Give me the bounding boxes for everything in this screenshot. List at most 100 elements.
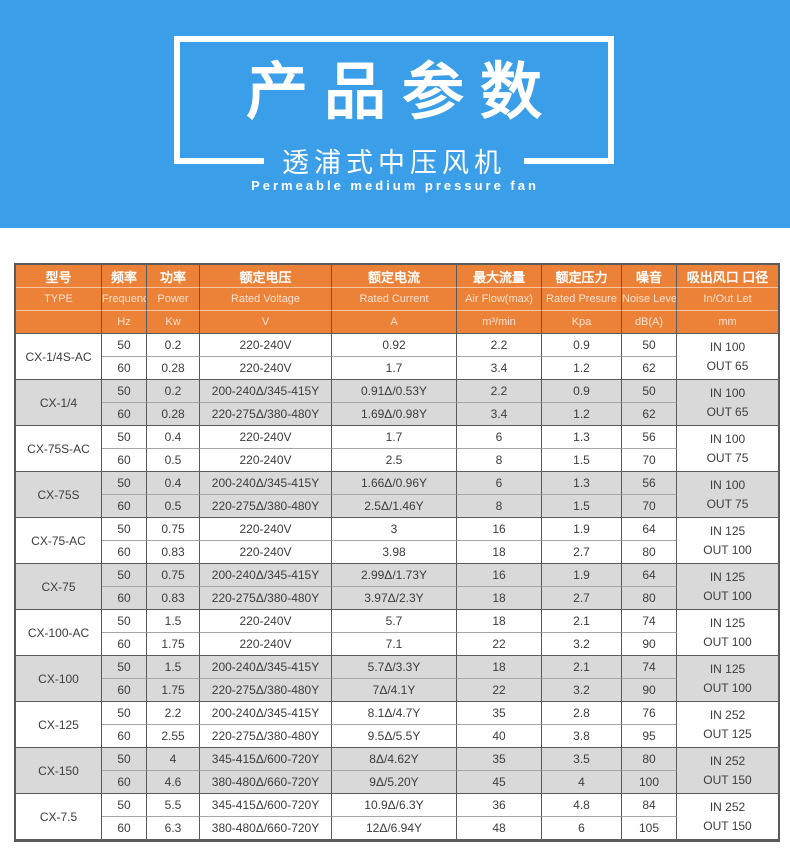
col-header-unit-3: V [200, 311, 332, 334]
value-cell: 50 [102, 610, 147, 633]
value-cell: 1.66Δ/0.96Y [332, 472, 457, 495]
col-header-cn-6: 额定压力 [542, 265, 622, 288]
value-cell: 60 [102, 357, 147, 380]
inout-line: IN 100 [709, 477, 746, 492]
value-cell: 50 [622, 380, 677, 403]
table-row: 60 2.55 220-275Δ/380-480Y 9.5Δ/5.5Y 40 3.8 95 [16, 725, 778, 748]
model-cell: CX-150 [16, 748, 102, 794]
col-header-en-7: Noise Level [622, 288, 677, 311]
spec-table-wrap: 型号 频率 功率 额定电压 额定电流 最大流量 额定压力 噪音 吸出风口 口径 TYPE Frequ… [14, 263, 780, 842]
value-cell: 56 [622, 426, 677, 449]
value-cell: 90 [622, 679, 677, 702]
table-row: 60 0.5 220-240V 2.5 8 1.5 70 [16, 449, 778, 472]
table-row: CX-150 50 4 345-415Δ/600-720Y 8Δ/4.62Y 35 3.5 8… [16, 748, 778, 794]
col-header-cn-4: 额定电流 [332, 265, 457, 288]
value-cell: 70 [622, 495, 677, 518]
banner-subtitle: 透浦式中压风机 [264, 146, 524, 182]
value-cell: 50 [622, 334, 677, 357]
col-header-cn-8: 吸出风口 口径 [677, 265, 778, 288]
value-cell: 60 [102, 725, 147, 748]
value-cell: 1.3 [542, 472, 622, 495]
model-cell: CX-125 [16, 702, 102, 748]
value-cell: 3.2 [542, 633, 622, 656]
inout-line: OUT 150 [703, 772, 752, 787]
value-cell: 4 [147, 748, 200, 771]
banner: 产品参数 透浦式中压风机 Permeable medium pressure f… [0, 0, 790, 228]
value-cell: 200-240Δ/345-415Y [200, 656, 332, 679]
inout-cell: IN 125 OUT 100 [677, 610, 778, 656]
col-header-cn-2: 功率 [147, 265, 200, 288]
inout-line: OUT 65 [706, 358, 749, 373]
spec-table-body: CX-1/4S-AC 50 0.2 220-240V 0.92 2.2 0.9 50 IN 10… [16, 334, 778, 840]
value-cell: 0.5 [147, 495, 200, 518]
value-cell: 2.1 [542, 610, 622, 633]
table-row: CX-7.5 50 5.5 345-415Δ/600-720Y 10.9Δ/6.3Y 36… [16, 794, 778, 840]
inout-cell: IN 100 OUT 75 [677, 472, 778, 518]
col-header-unit-1: Hz [102, 311, 147, 334]
value-cell: 50 [102, 380, 147, 403]
value-cell: 50 [102, 564, 147, 587]
value-cell: 3.4 [457, 357, 542, 380]
value-cell: 50 [102, 794, 147, 817]
value-cell: 35 [457, 702, 542, 725]
model-cell: CX-100 [16, 656, 102, 702]
model-cell: CX-1/4S-AC [16, 334, 102, 380]
value-cell: 0.5 [147, 449, 200, 472]
inout-line: IN 125 [709, 615, 746, 630]
inout-line: OUT 100 [703, 542, 752, 557]
value-cell: 2.2 [147, 702, 200, 725]
value-cell: 220-275Δ/380-480Y [200, 679, 332, 702]
inout-line: OUT 150 [703, 818, 752, 833]
col-header-unit-7: dB(A) [622, 311, 677, 334]
value-cell: 200-240Δ/345-415Y [200, 380, 332, 403]
inout-line: IN 252 [709, 707, 746, 722]
value-cell: 60 [102, 449, 147, 472]
table-row: CX-1/4S-AC 50 0.2 220-240V 0.92 2.2 0.9 50 IN 10… [16, 334, 778, 380]
value-cell: 16 [457, 518, 542, 541]
value-cell: 60 [102, 817, 147, 840]
inout-cell: IN 100 OUT 65 [677, 334, 778, 380]
value-cell: 220-275Δ/380-480Y [200, 725, 332, 748]
table-row: 60 4.6 380-480Δ/660-720Y 9Δ/5.20Y 45 4 100 [16, 771, 778, 794]
table-row: 60 0.83 220-240V 3.98 18 2.7 80 [16, 541, 778, 564]
value-cell: 70 [622, 449, 677, 472]
col-header-en-8: In/Out Let [677, 288, 778, 311]
value-cell: 56 [622, 472, 677, 495]
table-row: CX-100 50 1.5 200-240Δ/345-415Y 5.7Δ/3.3Y 18 2… [16, 656, 778, 702]
col-header-unit-4: A [332, 311, 457, 334]
col-header-en-5: Air Flow(max) [457, 288, 542, 311]
col-header-unit-6: Kpa [542, 311, 622, 334]
model-cell: CX-100-AC [16, 610, 102, 656]
value-cell: 4.8 [542, 794, 622, 817]
value-cell: 50 [102, 702, 147, 725]
value-cell: 1.9 [542, 518, 622, 541]
table-row: 60 0.83 220-275Δ/380-480Y 3.97Δ/2.3Y 18 2.7 80 [16, 587, 778, 610]
table-row: 60 1.75 220-240V 7.1 22 3.2 90 [16, 633, 778, 656]
value-cell: 60 [102, 403, 147, 426]
value-cell: 7.1 [332, 633, 457, 656]
value-cell: 5.7Δ/3.3Y [332, 656, 457, 679]
inout-cell: IN 252 OUT 150 [677, 748, 778, 794]
spec-table-header: 型号 频率 功率 额定电压 额定电流 最大流量 额定压力 噪音 吸出风口 口径 TYPE Frequ… [16, 265, 778, 334]
value-cell: 2.8 [542, 702, 622, 725]
inout-line: OUT 100 [703, 634, 752, 649]
value-cell: 220-240V [200, 610, 332, 633]
value-cell: 64 [622, 564, 677, 587]
value-cell: 0.2 [147, 380, 200, 403]
value-cell: 18 [457, 587, 542, 610]
value-cell: 6 [457, 426, 542, 449]
table-row: 60 1.75 220-275Δ/380-480Y 7Δ/4.1Y 22 3.2 90 [16, 679, 778, 702]
inout-line: IN 252 [709, 753, 746, 768]
value-cell: 6 [457, 472, 542, 495]
value-cell: 1.75 [147, 633, 200, 656]
table-row: CX-125 50 2.2 200-240Δ/345-415Y 8.1Δ/4.7Y 35 2… [16, 702, 778, 748]
value-cell: 80 [622, 541, 677, 564]
value-cell: 12Δ/6.94Y [332, 817, 457, 840]
value-cell: 1.75 [147, 679, 200, 702]
col-header-en-2: Power [147, 288, 200, 311]
value-cell: 2.99Δ/1.73Y [332, 564, 457, 587]
value-cell: 62 [622, 357, 677, 380]
inout-line: OUT 100 [703, 680, 752, 695]
value-cell: 36 [457, 794, 542, 817]
model-cell: CX-1/4 [16, 380, 102, 426]
